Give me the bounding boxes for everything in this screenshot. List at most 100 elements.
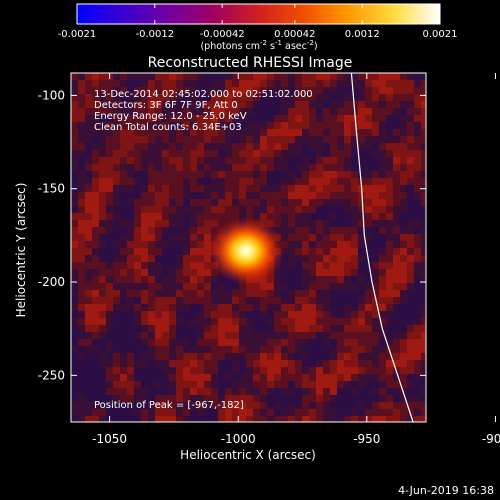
heatmap-cell xyxy=(295,283,302,290)
heatmap-cell xyxy=(225,339,232,346)
heatmap-cell xyxy=(309,332,316,339)
heatmap-cell xyxy=(337,283,344,290)
heatmap-cell xyxy=(148,325,155,332)
heatmap-cell xyxy=(253,346,260,353)
heatmap-cell xyxy=(71,115,78,122)
heatmap-cell xyxy=(316,395,323,402)
heatmap-cell xyxy=(78,262,85,269)
heatmap-cell xyxy=(197,150,204,157)
heatmap-cell xyxy=(85,381,92,388)
heatmap-cell xyxy=(92,227,99,234)
heatmap-cell xyxy=(204,157,211,164)
heatmap-cell xyxy=(337,374,344,381)
heatmap-cell xyxy=(78,136,85,143)
heatmap-cell xyxy=(190,304,197,311)
heatmap-cell xyxy=(78,255,85,262)
heatmap-cell xyxy=(330,234,337,241)
heatmap-cell xyxy=(379,108,386,115)
heatmap-cell xyxy=(99,381,106,388)
heatmap-cell xyxy=(176,360,183,367)
heatmap-cell xyxy=(400,73,407,80)
heatmap-cell xyxy=(400,108,407,115)
heatmap-cell xyxy=(372,150,379,157)
heatmap-cell xyxy=(288,374,295,381)
heatmap-cell xyxy=(274,311,281,318)
heatmap-cell xyxy=(155,318,162,325)
heatmap-cell xyxy=(421,416,426,422)
heatmap-cell xyxy=(393,227,400,234)
heatmap-cell xyxy=(421,318,426,325)
heatmap-cell xyxy=(190,409,197,416)
heatmap-cell xyxy=(400,297,407,304)
heatmap-cell xyxy=(365,220,372,227)
heatmap-cell xyxy=(155,143,162,150)
heatmap-cell xyxy=(421,311,426,318)
heatmap-cell xyxy=(337,353,344,360)
heatmap-cell xyxy=(407,381,414,388)
heatmap-cell xyxy=(162,171,169,178)
heatmap-cell xyxy=(211,87,218,94)
heatmap-cell xyxy=(120,220,127,227)
heatmap-cell xyxy=(372,304,379,311)
heatmap-cell xyxy=(267,108,274,115)
heatmap-cell xyxy=(253,409,260,416)
heatmap-cell xyxy=(183,332,190,339)
heatmap-cell xyxy=(281,311,288,318)
heatmap-cell xyxy=(218,318,225,325)
heatmap-cell xyxy=(232,388,239,395)
heatmap-cell xyxy=(99,129,106,136)
annotation-detectors: Detectors: 3F 6F 7F 9F, Att 0 xyxy=(94,100,238,111)
heatmap-cell xyxy=(155,290,162,297)
heatmap-cell xyxy=(71,402,78,409)
flare-source xyxy=(208,217,284,285)
heatmap-cell xyxy=(288,311,295,318)
heatmap-cell xyxy=(92,276,99,283)
heatmap-cell xyxy=(162,101,169,108)
heatmap-cell xyxy=(190,234,197,241)
heatmap-cell xyxy=(337,325,344,332)
heatmap-cell xyxy=(407,206,414,213)
heatmap-cell xyxy=(183,115,190,122)
heatmap-cell xyxy=(351,325,358,332)
heatmap-cell xyxy=(414,234,421,241)
heatmap-cell xyxy=(155,220,162,227)
heatmap-cell xyxy=(358,381,365,388)
heatmap-cell xyxy=(218,332,225,339)
heatmap-cell xyxy=(190,297,197,304)
heatmap-cell xyxy=(407,143,414,150)
heatmap-cell xyxy=(253,353,260,360)
heatmap-cell xyxy=(302,129,309,136)
heatmap-cell xyxy=(407,360,414,367)
heatmap-cell xyxy=(414,227,421,234)
heatmap-cell xyxy=(211,353,218,360)
heatmap-cell xyxy=(379,360,386,367)
heatmap-cell xyxy=(309,115,316,122)
heatmap-cell xyxy=(372,353,379,360)
heatmap-cell xyxy=(204,346,211,353)
heatmap-cell xyxy=(400,213,407,220)
heatmap-cell xyxy=(400,304,407,311)
heatmap-cell xyxy=(260,164,267,171)
heatmap-cell xyxy=(134,234,141,241)
heatmap-cell xyxy=(246,150,253,157)
heatmap-cell xyxy=(85,220,92,227)
heatmap-cell xyxy=(239,318,246,325)
heatmap-cell xyxy=(211,122,218,129)
heatmap-cell xyxy=(71,248,78,255)
heatmap-cell xyxy=(183,220,190,227)
heatmap-cell xyxy=(302,255,309,262)
heatmap-cell xyxy=(162,255,169,262)
heatmap-cell xyxy=(365,129,372,136)
heatmap-cell xyxy=(190,73,197,80)
heatmap-cell xyxy=(421,164,426,171)
heatmap-cell xyxy=(78,164,85,171)
heatmap-cell xyxy=(176,318,183,325)
heatmap-cell xyxy=(302,276,309,283)
heatmap-cell xyxy=(176,227,183,234)
heatmap-cell xyxy=(197,157,204,164)
heatmap-cell xyxy=(204,367,211,374)
heatmap-cell xyxy=(260,367,267,374)
heatmap-cell xyxy=(365,185,372,192)
heatmap-cell xyxy=(148,318,155,325)
heatmap-cell xyxy=(169,94,176,101)
